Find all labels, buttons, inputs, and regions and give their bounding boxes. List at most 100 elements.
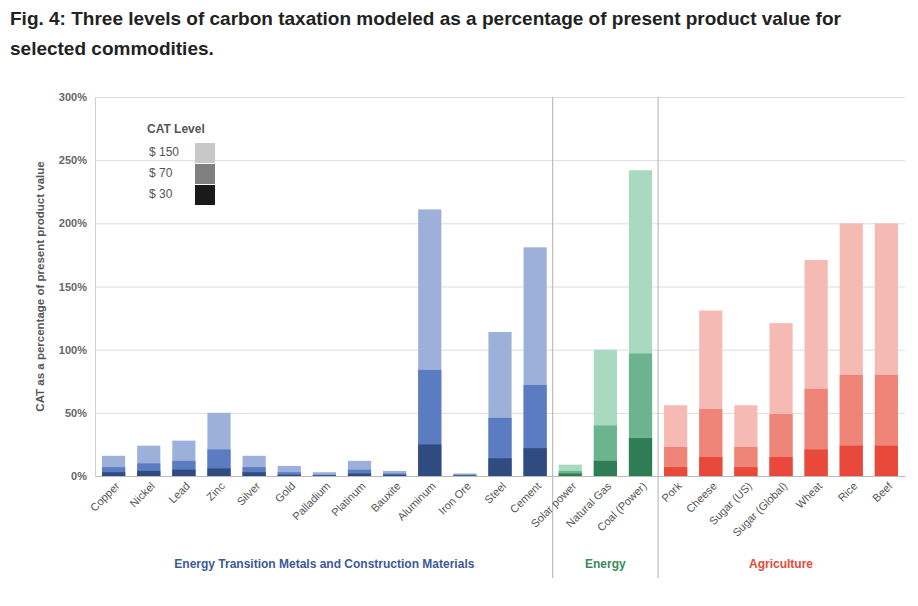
x-tick: Wheat: [793, 476, 824, 511]
chart-svg: 0%50%100%150%200%250%300%CAT as a percen…: [0, 0, 918, 606]
group-label: Energy: [585, 557, 626, 571]
grid-line: [95, 160, 905, 161]
y-tick: 200%: [59, 217, 905, 229]
bar: [137, 446, 160, 476]
y-tick-label: 250%: [59, 154, 87, 166]
bar: [172, 470, 195, 476]
bar: [629, 438, 652, 476]
x-tick: Aluminum: [395, 476, 438, 523]
bar: [313, 472, 336, 476]
bar: [453, 475, 476, 476]
bar: [488, 458, 511, 476]
x-tick: Pork: [659, 476, 684, 504]
bar: [699, 457, 722, 476]
bar: [137, 463, 160, 476]
grid-line: [95, 97, 905, 98]
bar: [734, 447, 757, 476]
bar: [418, 444, 441, 476]
legend-swatch: [195, 164, 215, 184]
bar: [559, 473, 582, 476]
bar: [418, 370, 441, 476]
x-tick: Steel: [482, 476, 508, 506]
x-tick-label: Wheat: [793, 480, 824, 511]
bar: [207, 413, 230, 476]
x-tick: Sugar (Global): [730, 476, 789, 539]
y-tick-label: 100%: [59, 344, 87, 356]
bar: [699, 311, 722, 476]
bar: [769, 323, 792, 476]
bar: [734, 405, 757, 476]
bar: [207, 468, 230, 476]
bar: [172, 441, 195, 476]
grid-line: [95, 476, 905, 477]
bar: [559, 471, 582, 476]
bar: [664, 447, 687, 476]
series-bars: [102, 170, 898, 476]
bar: [278, 475, 301, 476]
bars: [102, 170, 898, 476]
x-tick-label: Aluminum: [395, 480, 438, 523]
y-axis-line: [96, 98, 906, 477]
x-tick: Rice: [835, 476, 859, 504]
x-tick-label: Cement: [508, 480, 544, 516]
bar: [383, 473, 406, 476]
bar: [137, 471, 160, 476]
bar: [453, 475, 476, 476]
x-tick: Lead: [166, 476, 192, 505]
series-bars: [102, 438, 898, 476]
bar: [313, 475, 336, 476]
chart-title: Fig. 4: Three levels of carbon taxation …: [10, 4, 900, 64]
x-tick: Cement: [508, 476, 544, 515]
bar: [383, 471, 406, 476]
bar: [383, 475, 406, 476]
x-tick-label: Sugar (Global): [730, 480, 789, 539]
bar: [102, 467, 125, 476]
bar: [488, 418, 511, 476]
legend-title: CAT Level: [147, 122, 205, 136]
x-tick: Gold: [272, 476, 297, 505]
grid-line: [95, 223, 905, 224]
bar: [769, 414, 792, 476]
x-tick: Nickel: [127, 476, 157, 509]
x-tick-label: Zinc: [204, 479, 228, 503]
bar: [207, 449, 230, 476]
legend-label: $ 70: [149, 166, 173, 180]
y-tick-label: 0%: [71, 470, 87, 482]
bar: [664, 405, 687, 476]
bar: [559, 465, 582, 476]
x-tick: Coal (Power): [595, 476, 649, 534]
x-tick: Bauxite: [368, 476, 402, 514]
y-tick-label: 300%: [59, 91, 87, 103]
x-tick-label: Cheese: [684, 480, 719, 515]
series-bars: [102, 353, 898, 476]
group-separator: [658, 97, 659, 578]
x-tick: Platinum: [329, 476, 368, 518]
bar: [875, 223, 898, 476]
bar: [243, 456, 266, 476]
bar: [102, 472, 125, 476]
x-tick: Iron Ore: [436, 476, 473, 517]
legend-label: $ 30: [149, 187, 173, 201]
x-tick-label: Palladium: [290, 480, 333, 523]
bar: [840, 223, 863, 476]
bar: [488, 332, 511, 476]
x-tick: Cheese: [684, 476, 719, 515]
bar: [629, 353, 652, 476]
bar: [524, 385, 547, 476]
x-tick-label: Bauxite: [368, 480, 402, 514]
bar: [875, 375, 898, 476]
x-tick-label: Steel: [482, 480, 508, 506]
bar: [524, 247, 547, 476]
legend-swatch: [195, 185, 215, 205]
y-tick-label: 200%: [59, 217, 87, 229]
x-axis: CopperNickelLeadZincSilverGoldPalladiumP…: [88, 476, 906, 539]
x-axis-line: [96, 476, 906, 477]
bar: [278, 472, 301, 476]
bar: [348, 470, 371, 476]
bar: [418, 209, 441, 476]
x-tick-label: Gold: [272, 480, 297, 505]
grid-line: [95, 287, 905, 288]
legend-label: $ 150: [149, 145, 179, 159]
x-tick-label: Copper: [88, 479, 122, 513]
bar: [699, 409, 722, 476]
